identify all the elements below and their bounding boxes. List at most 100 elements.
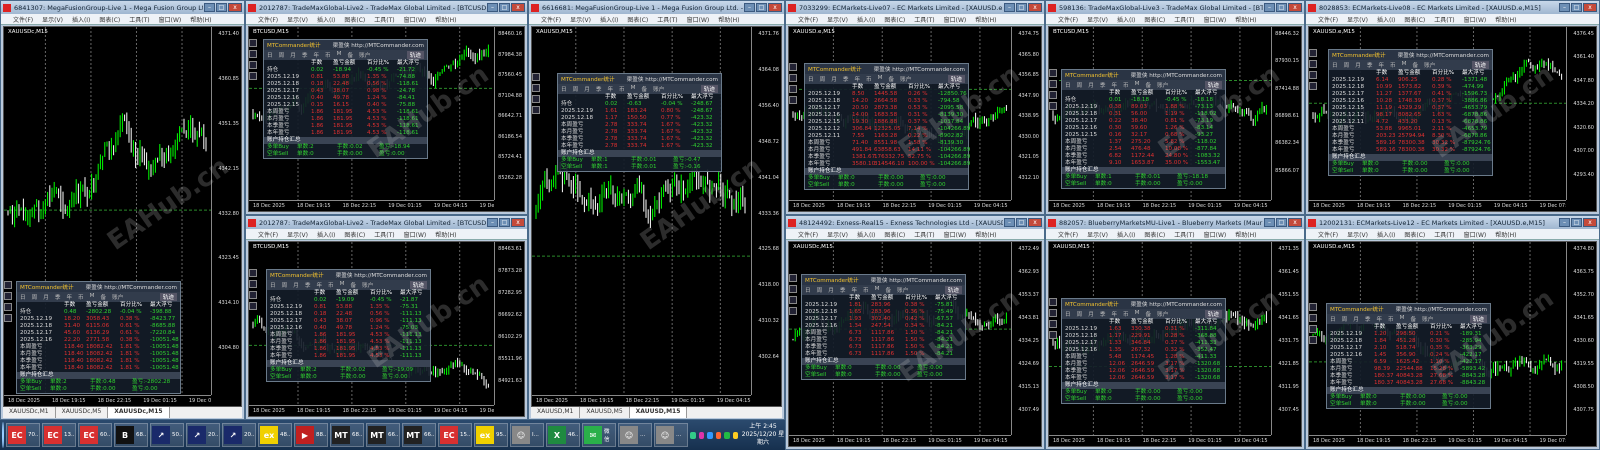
menu-item[interactable]: 图表(C) [99,16,121,24]
time-axis[interactable]: 18 Dec 2025 18 Dec 19:15 18 Dec 22:15 19 De… [1049,200,1271,211]
side-button[interactable] [1049,91,1057,99]
panel-tab[interactable]: 周 [31,295,38,301]
panel-tab[interactable]: 季 [54,295,61,301]
menu-item[interactable]: 窗口(W) [403,16,427,24]
taskbar-item[interactable]: MT 66... [366,423,400,447]
close-button[interactable]: x [1028,3,1042,12]
menu-item[interactable]: 工具(T) [129,16,150,24]
menu-item[interactable]: 显示(V) [287,16,308,24]
menu-item[interactable]: 窗口(W) [158,16,182,24]
minimize-button[interactable]: – [1264,218,1275,227]
panel-tab[interactable]: 季 [1099,312,1106,318]
panel-tab[interactable]: 备 [1412,63,1419,69]
trace-button[interactable]: 轨迹 [159,293,177,301]
minimize-button[interactable]: – [1559,218,1570,227]
menu-item[interactable]: 插入(I) [316,231,336,239]
side-button[interactable] [1049,102,1057,110]
panel-tab[interactable]: 日 [1332,63,1338,69]
panel-tab[interactable]: 年 [66,295,73,301]
panel-tab[interactable]: 月 [831,77,837,83]
trace-button[interactable]: 轨迹 [944,286,962,294]
chart-tab[interactable]: XAUUSDc,M5 [56,407,109,418]
time-axis[interactable]: 18 Dec 2025 18 Dec 19:15 18 Dec 22:15 19 De… [4,395,211,406]
menu-item[interactable]: 插入(I) [1376,16,1396,24]
panel-tab[interactable]: 季 [301,53,308,59]
panel-tab[interactable]: 周 [1341,317,1348,323]
minimize-button[interactable]: – [744,3,755,12]
panel-tab[interactable]: 日 [805,288,811,294]
maximize-button[interactable]: □ [756,3,767,12]
taskbar-item[interactable]: EC 60... [78,423,112,447]
menu-item[interactable]: 文件(F) [13,16,34,24]
menu-item[interactable]: 帮助(H) [190,16,212,24]
menu-item[interactable]: 工具(T) [374,231,395,239]
time-axis[interactable]: 18 Dec 2025 18 Dec 19:15 18 Dec 22:15 19 De… [1309,200,1566,211]
panel-tab[interactable]: 月 [43,295,49,301]
side-button[interactable] [789,85,797,93]
trace-button[interactable]: 轨迹 [409,281,427,289]
minimize-button[interactable]: – [204,3,215,12]
menu-item[interactable]: 显示(V) [1347,16,1368,24]
maximize-button[interactable]: □ [1016,218,1027,227]
panel-tab[interactable]: 账户 [897,288,909,294]
side-button[interactable] [532,84,540,92]
close-button[interactable]: x [1583,218,1597,227]
menu-item[interactable]: 图表(C) [344,231,366,239]
tray-icon[interactable] [707,431,713,439]
panel-tab[interactable]: 备 [350,283,357,289]
menu-item[interactable]: 文件(F) [258,231,279,239]
menu-item[interactable]: 窗口(W) [403,231,427,239]
price-axis[interactable]: 88460.16 87984.38 87560.45 87104.88 86642.71… [494,27,524,200]
clock[interactable]: 上午 2:45 2025/12/20 星期六 [741,423,785,447]
panel-site[interactable]: 渠盈侠 http://MTCommander.com [1395,307,1487,313]
side-button[interactable] [1309,60,1317,68]
menu-item[interactable]: 显示(V) [570,16,591,24]
panel-tab[interactable]: 周 [572,87,579,93]
side-button[interactable] [249,302,257,310]
taskbar-item[interactable]: ▶ 88... [294,423,328,447]
title-bar[interactable]: 6616681: MegaFusionGroup-Live 1 - Mega F… [529,1,784,14]
side-button[interactable] [789,63,797,71]
menu-item[interactable]: 窗口(W) [1203,16,1227,24]
menu-item[interactable]: 窗口(W) [943,16,967,24]
menu-item[interactable]: 显示(V) [827,231,848,239]
side-button[interactable] [249,280,257,288]
panel-tab[interactable]: 备 [641,87,648,93]
price-axis[interactable]: 4371.35 4361.45 4351.55 4341.65 4331.75 4321.… [1271,242,1301,435]
panel-tab[interactable]: 账户 [1157,83,1169,89]
price-axis[interactable]: 4374.80 4363.75 4352.70 4341.65 4330.60 4319.… [1566,242,1596,435]
panel-site[interactable]: 渠盈侠 http://MTCommander.com [626,77,718,83]
trace-button[interactable]: 轨迹 [1471,61,1489,69]
side-button[interactable] [1049,309,1057,317]
panel-tab[interactable]: 季 [842,77,849,83]
menu-item[interactable]: 帮助(H) [975,16,997,24]
side-button[interactable] [532,106,540,114]
tray-icon[interactable] [698,431,705,439]
menu-item[interactable]: 工具(T) [1174,16,1195,24]
panel-tab[interactable]: 月 [1353,317,1359,323]
side-button[interactable] [1049,69,1057,77]
panel-tab[interactable]: M [1401,61,1407,67]
title-bar[interactable]: 598136: TradeMaxGlobal-Live3 - TradeMax … [1046,1,1304,14]
side-button[interactable] [4,281,12,289]
taskbar-item[interactable]: MT 66... [402,423,436,447]
menu-item[interactable]: 图表(C) [1144,16,1166,24]
menu-item[interactable]: 窗口(W) [1203,231,1227,239]
menu-item[interactable]: 帮助(H) [1495,231,1517,239]
panel-tab[interactable]: 账户 [653,87,665,93]
trace-button[interactable]: 轨迹 [700,85,718,93]
minimize-button[interactable]: – [487,218,498,227]
panel-tab[interactable]: 币 [1390,63,1396,69]
time-axis[interactable]: 18 Dec 2025 18 Dec 19:15 18 Dec 22:15 19 De… [249,200,494,211]
panel-site[interactable]: 渠盈侠 http://MTCommander.com [1130,302,1222,308]
panel-tab[interactable]: 月 [1088,312,1094,318]
panel-tab[interactable]: 账户 [359,53,371,59]
menu-item[interactable]: 显示(V) [1347,231,1368,239]
chart-tab[interactable]: XAUUSD,M15 [629,407,688,418]
taskbar-item[interactable]: MT 68... [330,423,364,447]
close-button[interactable]: x [1288,218,1302,227]
close-button[interactable]: x [511,218,525,227]
tray-icon[interactable] [690,431,696,439]
side-button[interactable] [1309,71,1317,79]
panel-tab[interactable]: 备 [1145,83,1152,89]
